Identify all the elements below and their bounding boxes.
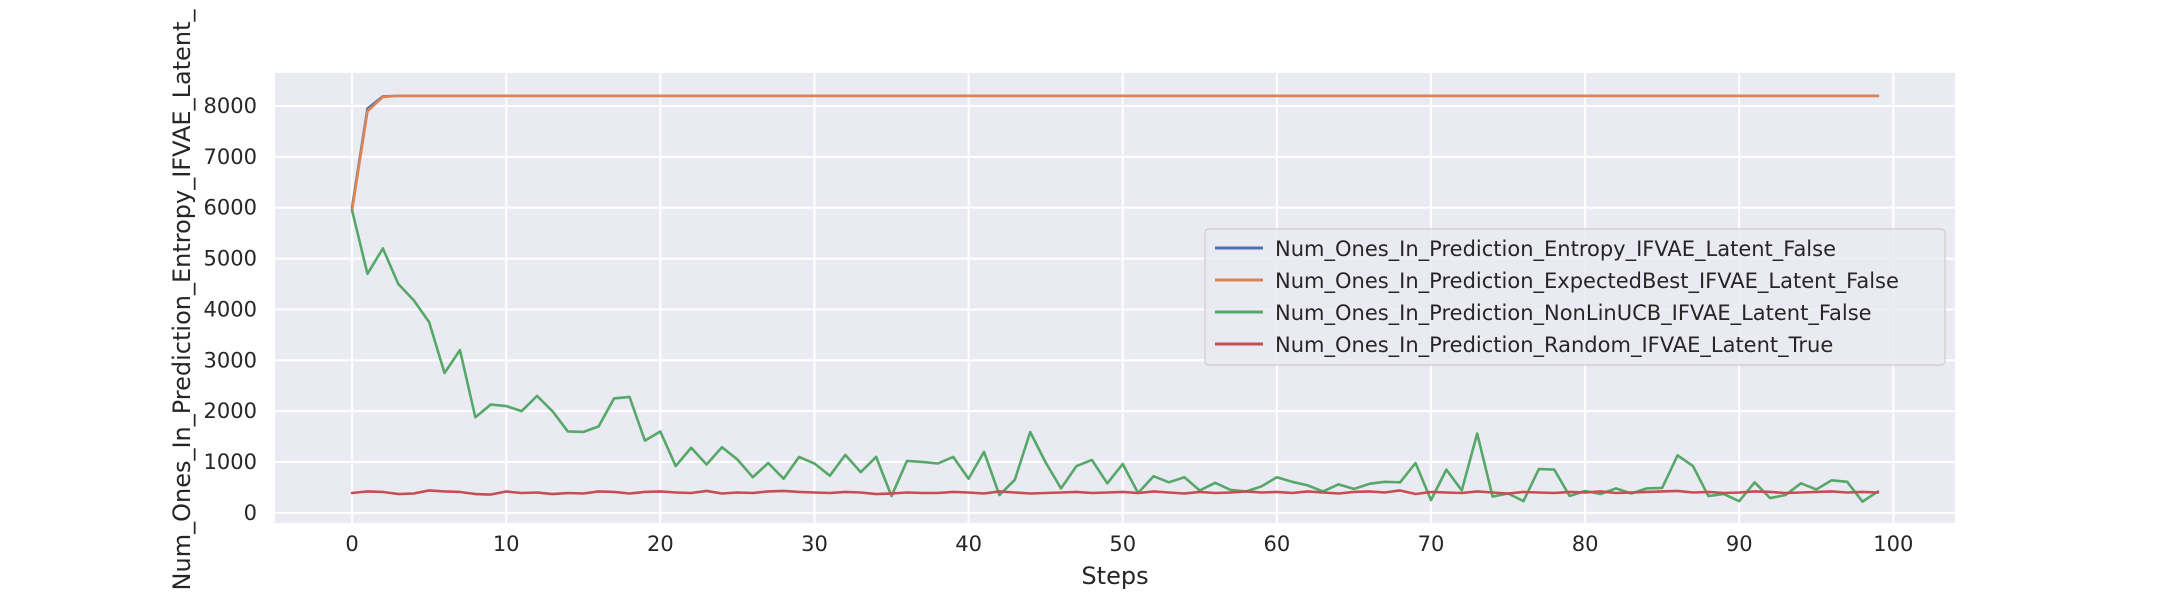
y-tick-label: 1000: [204, 450, 257, 474]
x-tick-label: 70: [1418, 532, 1445, 556]
legend-label-entropy: Num_Ones_In_Prediction_Entropy_IFVAE_Lat…: [1275, 237, 1836, 262]
y-gridlines: [275, 105, 1955, 514]
series-lines: [350, 94, 1880, 503]
legend: Num_Ones_In_Prediction_Entropy_IFVAE_Lat…: [1204, 228, 1946, 366]
x-axis-label: Steps: [1081, 562, 1148, 590]
y-tick-label: 0: [244, 501, 257, 525]
x-tick-label: 90: [1726, 532, 1753, 556]
x-gridlines: [351, 73, 1895, 523]
x-tick-label: 40: [955, 532, 982, 556]
y-tick-label: 8000: [204, 94, 257, 118]
legend-box: [1204, 228, 1946, 366]
x-tick-label: 0: [345, 532, 358, 556]
x-tick-label: 30: [801, 532, 828, 556]
series-line-2: [350, 208, 1880, 503]
y-tick-label: 4000: [204, 297, 257, 321]
y-tick-labels: 0 1000 2000 3000 4000 5000 6000 7000 8000: [204, 94, 257, 525]
y-tick-label: 2000: [204, 399, 257, 423]
x-tick-label: 100: [1873, 532, 1913, 556]
legend-label-nonlinucb: Num_Ones_In_Prediction_NonLinUCB_IFVAE_L…: [1275, 301, 1872, 326]
x-tick-label: 20: [647, 532, 674, 556]
x-tick-label: 60: [1263, 532, 1290, 556]
x-tick-label: 50: [1109, 532, 1136, 556]
series-line-3: [350, 489, 1880, 496]
legend-label-random: Num_Ones_In_Prediction_Random_IFVAE_Late…: [1275, 333, 1833, 358]
y-tick-label: 5000: [204, 247, 257, 271]
x-tick-labels: 0 10 20 30 40 50 60 70 80 90 100: [345, 532, 1913, 556]
x-tick-label: 10: [493, 532, 520, 556]
y-axis-label: Num_Ones_In_Prediction_Entropy_IFVAE_Lat…: [168, 9, 196, 591]
y-tick-label: 7000: [204, 145, 257, 169]
legend-label-expectedbest: Num_Ones_In_Prediction_ExpectedBest_IFVA…: [1275, 269, 1899, 294]
y-tick-label: 6000: [204, 196, 257, 220]
x-tick-label: 80: [1572, 532, 1599, 556]
y-tick-label: 3000: [204, 348, 257, 372]
series-line-1: [350, 94, 1880, 212]
